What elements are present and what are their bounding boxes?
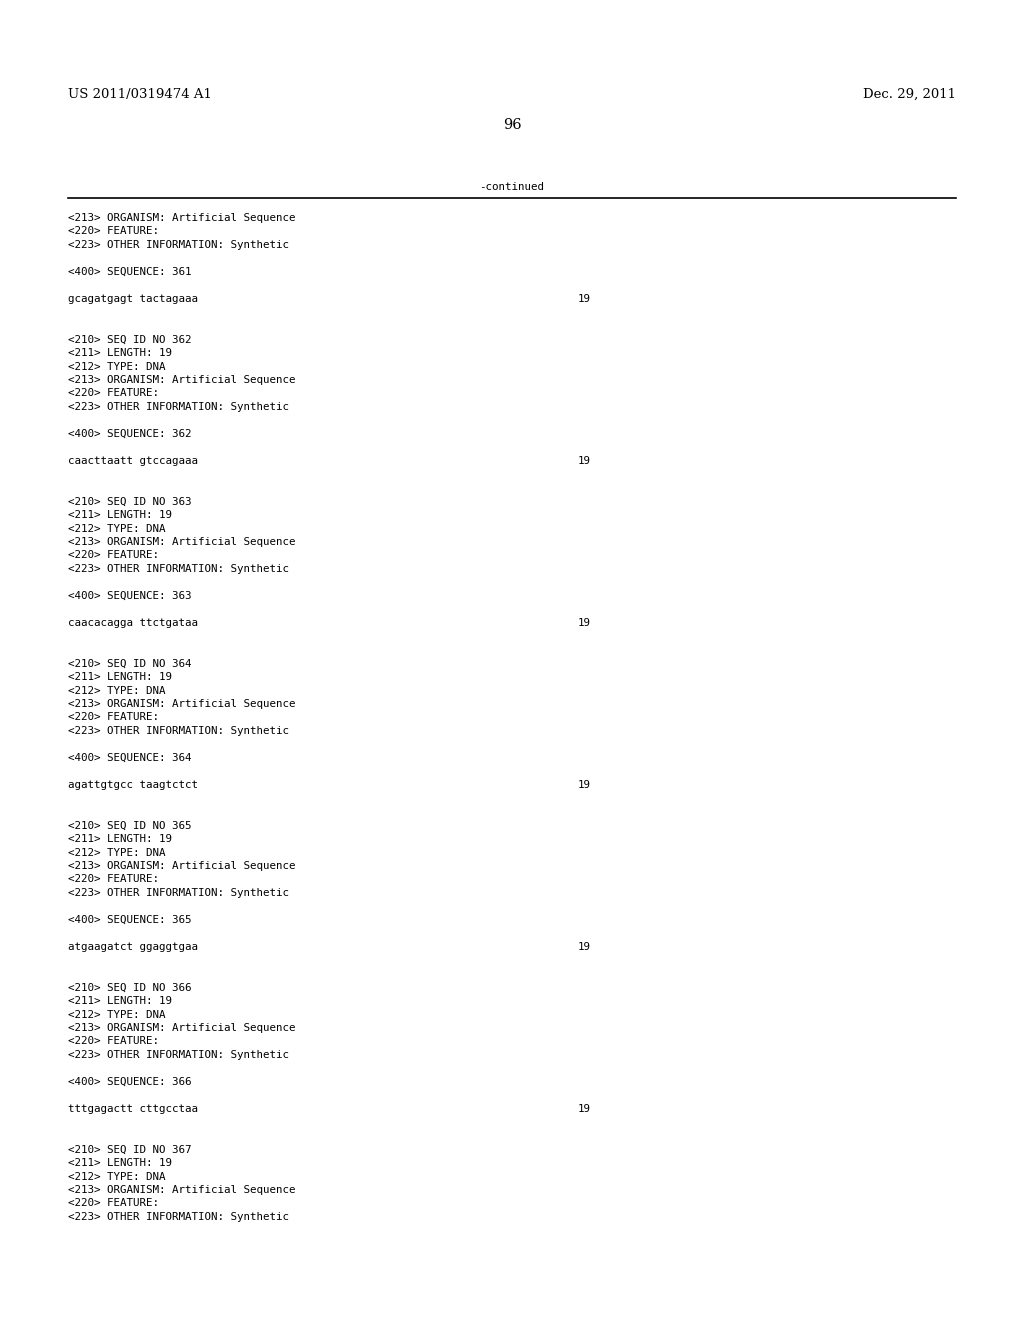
Text: US 2011/0319474 A1: US 2011/0319474 A1 xyxy=(68,88,212,102)
Text: <213> ORGANISM: Artificial Sequence: <213> ORGANISM: Artificial Sequence xyxy=(68,375,296,385)
Text: <213> ORGANISM: Artificial Sequence: <213> ORGANISM: Artificial Sequence xyxy=(68,700,296,709)
Text: <220> FEATURE:: <220> FEATURE: xyxy=(68,1036,159,1047)
Text: agattgtgcc taagtctct: agattgtgcc taagtctct xyxy=(68,780,198,789)
Text: -continued: -continued xyxy=(479,182,545,191)
Text: Dec. 29, 2011: Dec. 29, 2011 xyxy=(863,88,956,102)
Text: gcagatgagt tactagaaa: gcagatgagt tactagaaa xyxy=(68,294,198,304)
Text: 19: 19 xyxy=(578,1104,591,1114)
Text: caacacagga ttctgataa: caacacagga ttctgataa xyxy=(68,618,198,628)
Text: <400> SEQUENCE: 361: <400> SEQUENCE: 361 xyxy=(68,267,191,277)
Text: <223> OTHER INFORMATION: Synthetic: <223> OTHER INFORMATION: Synthetic xyxy=(68,726,289,737)
Text: <210> SEQ ID NO 364: <210> SEQ ID NO 364 xyxy=(68,659,191,668)
Text: <213> ORGANISM: Artificial Sequence: <213> ORGANISM: Artificial Sequence xyxy=(68,1023,296,1034)
Text: <212> TYPE: DNA: <212> TYPE: DNA xyxy=(68,1010,166,1019)
Text: <223> OTHER INFORMATION: Synthetic: <223> OTHER INFORMATION: Synthetic xyxy=(68,1212,289,1222)
Text: <211> LENGTH: 19: <211> LENGTH: 19 xyxy=(68,834,172,843)
Text: <400> SEQUENCE: 362: <400> SEQUENCE: 362 xyxy=(68,429,191,440)
Text: <213> ORGANISM: Artificial Sequence: <213> ORGANISM: Artificial Sequence xyxy=(68,861,296,871)
Text: <220> FEATURE:: <220> FEATURE: xyxy=(68,1199,159,1209)
Text: <223> OTHER INFORMATION: Synthetic: <223> OTHER INFORMATION: Synthetic xyxy=(68,240,289,249)
Text: 19: 19 xyxy=(578,294,591,304)
Text: <210> SEQ ID NO 365: <210> SEQ ID NO 365 xyxy=(68,821,191,830)
Text: <212> TYPE: DNA: <212> TYPE: DNA xyxy=(68,524,166,533)
Text: <211> LENGTH: 19: <211> LENGTH: 19 xyxy=(68,672,172,682)
Text: <210> SEQ ID NO 363: <210> SEQ ID NO 363 xyxy=(68,496,191,507)
Text: <213> ORGANISM: Artificial Sequence: <213> ORGANISM: Artificial Sequence xyxy=(68,213,296,223)
Text: <220> FEATURE:: <220> FEATURE: xyxy=(68,874,159,884)
Text: <210> SEQ ID NO 362: <210> SEQ ID NO 362 xyxy=(68,334,191,345)
Text: <400> SEQUENCE: 366: <400> SEQUENCE: 366 xyxy=(68,1077,191,1086)
Text: <211> LENGTH: 19: <211> LENGTH: 19 xyxy=(68,348,172,358)
Text: <211> LENGTH: 19: <211> LENGTH: 19 xyxy=(68,997,172,1006)
Text: caacttaatt gtccagaaa: caacttaatt gtccagaaa xyxy=(68,455,198,466)
Text: <400> SEQUENCE: 365: <400> SEQUENCE: 365 xyxy=(68,915,191,925)
Text: <210> SEQ ID NO 366: <210> SEQ ID NO 366 xyxy=(68,982,191,993)
Text: <220> FEATURE:: <220> FEATURE: xyxy=(68,713,159,722)
Text: 19: 19 xyxy=(578,455,591,466)
Text: <400> SEQUENCE: 364: <400> SEQUENCE: 364 xyxy=(68,752,191,763)
Text: 96: 96 xyxy=(503,117,521,132)
Text: 19: 19 xyxy=(578,780,591,789)
Text: <220> FEATURE:: <220> FEATURE: xyxy=(68,550,159,561)
Text: <212> TYPE: DNA: <212> TYPE: DNA xyxy=(68,685,166,696)
Text: <223> OTHER INFORMATION: Synthetic: <223> OTHER INFORMATION: Synthetic xyxy=(68,403,289,412)
Text: <223> OTHER INFORMATION: Synthetic: <223> OTHER INFORMATION: Synthetic xyxy=(68,564,289,574)
Text: <211> LENGTH: 19: <211> LENGTH: 19 xyxy=(68,510,172,520)
Text: tttgagactt cttgcctaa: tttgagactt cttgcctaa xyxy=(68,1104,198,1114)
Text: <210> SEQ ID NO 367: <210> SEQ ID NO 367 xyxy=(68,1144,191,1155)
Text: <223> OTHER INFORMATION: Synthetic: <223> OTHER INFORMATION: Synthetic xyxy=(68,1049,289,1060)
Text: <211> LENGTH: 19: <211> LENGTH: 19 xyxy=(68,1158,172,1168)
Text: <223> OTHER INFORMATION: Synthetic: <223> OTHER INFORMATION: Synthetic xyxy=(68,888,289,898)
Text: 19: 19 xyxy=(578,942,591,952)
Text: <220> FEATURE:: <220> FEATURE: xyxy=(68,388,159,399)
Text: <220> FEATURE:: <220> FEATURE: xyxy=(68,227,159,236)
Text: <212> TYPE: DNA: <212> TYPE: DNA xyxy=(68,847,166,858)
Text: <213> ORGANISM: Artificial Sequence: <213> ORGANISM: Artificial Sequence xyxy=(68,1185,296,1195)
Text: <213> ORGANISM: Artificial Sequence: <213> ORGANISM: Artificial Sequence xyxy=(68,537,296,546)
Text: atgaagatct ggaggtgaa: atgaagatct ggaggtgaa xyxy=(68,942,198,952)
Text: <212> TYPE: DNA: <212> TYPE: DNA xyxy=(68,362,166,371)
Text: 19: 19 xyxy=(578,618,591,628)
Text: <212> TYPE: DNA: <212> TYPE: DNA xyxy=(68,1172,166,1181)
Text: <400> SEQUENCE: 363: <400> SEQUENCE: 363 xyxy=(68,591,191,601)
